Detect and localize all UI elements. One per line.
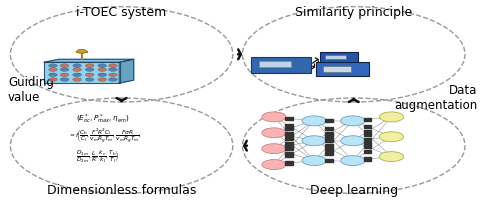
Text: $(E_{oc}^*,P_{max}^*,\eta_{em})$: $(E_{oc}^*,P_{max}^*,\eta_{em})$ — [76, 112, 129, 126]
Circle shape — [85, 68, 94, 71]
Text: Dimensionless formulas: Dimensionless formulas — [47, 184, 196, 197]
Bar — [285, 142, 292, 145]
Bar — [363, 157, 371, 161]
Text: Data
augmentation: Data augmentation — [393, 84, 476, 112]
Circle shape — [378, 132, 403, 142]
Bar — [363, 150, 371, 153]
Bar — [363, 142, 371, 146]
Bar — [324, 144, 332, 147]
Circle shape — [98, 78, 106, 81]
Circle shape — [73, 64, 81, 67]
Bar — [285, 152, 292, 155]
FancyBboxPatch shape — [316, 62, 368, 76]
Text: $\left.\dfrac{D_{1m}}{D_{2m}},\dfrac{L}{R},\dfrac{k_c}{k_l},\dfrac{T_h}{T_l}\!\r: $\left.\dfrac{D_{1m}}{D_{2m}},\dfrac{L}{… — [76, 148, 119, 164]
Circle shape — [261, 160, 286, 170]
Circle shape — [108, 64, 117, 67]
Circle shape — [98, 73, 106, 77]
Bar — [363, 138, 371, 141]
Circle shape — [261, 112, 286, 122]
Circle shape — [302, 156, 326, 166]
Circle shape — [48, 73, 57, 77]
Bar — [285, 144, 292, 147]
Circle shape — [302, 116, 326, 126]
Bar — [324, 139, 332, 142]
Bar — [324, 132, 332, 135]
FancyBboxPatch shape — [251, 57, 311, 73]
Bar — [363, 133, 371, 136]
Bar — [285, 134, 292, 137]
Text: Guiding
value: Guiding value — [8, 76, 54, 104]
Bar — [363, 125, 371, 128]
Bar — [285, 117, 292, 120]
Circle shape — [85, 73, 94, 77]
FancyBboxPatch shape — [319, 52, 357, 63]
Bar — [363, 118, 371, 121]
Circle shape — [261, 128, 286, 138]
Circle shape — [85, 64, 94, 67]
Bar — [324, 119, 332, 122]
Circle shape — [108, 73, 117, 77]
Circle shape — [340, 116, 364, 126]
FancyBboxPatch shape — [258, 61, 291, 67]
Bar — [363, 145, 371, 148]
Bar — [285, 124, 292, 128]
Circle shape — [108, 68, 117, 71]
Bar — [324, 151, 332, 155]
Circle shape — [48, 64, 57, 67]
Polygon shape — [119, 59, 134, 83]
Circle shape — [73, 78, 81, 81]
Circle shape — [261, 144, 286, 154]
Circle shape — [302, 136, 326, 146]
Bar — [363, 130, 371, 133]
Bar — [285, 154, 292, 157]
Bar — [324, 134, 332, 138]
Polygon shape — [44, 59, 134, 62]
Circle shape — [73, 73, 81, 77]
Circle shape — [76, 49, 86, 53]
Text: $=f\!\left(\!\dfrac{C_h}{C_l},\dfrac{F^2\!R^2C_l}{v_m R_g T_m},\dfrac{F\sigma R}: $=f\!\left(\!\dfrac{C_h}{C_l},\dfrac{F^2… — [68, 128, 142, 146]
Circle shape — [85, 78, 94, 81]
Circle shape — [98, 68, 106, 71]
Circle shape — [60, 73, 69, 77]
Circle shape — [48, 68, 57, 71]
Circle shape — [48, 78, 57, 81]
Bar — [324, 159, 332, 162]
Circle shape — [340, 156, 364, 166]
Circle shape — [73, 68, 81, 71]
Bar — [285, 127, 292, 130]
Circle shape — [60, 78, 69, 81]
Bar — [324, 147, 332, 150]
Circle shape — [340, 136, 364, 146]
Bar — [285, 132, 292, 135]
Text: Deep learning: Deep learning — [309, 184, 397, 197]
Circle shape — [98, 64, 106, 67]
Circle shape — [60, 68, 69, 71]
FancyBboxPatch shape — [44, 62, 120, 83]
Bar — [285, 146, 292, 150]
Circle shape — [378, 112, 403, 122]
Circle shape — [60, 64, 69, 67]
Bar — [324, 127, 332, 130]
FancyBboxPatch shape — [323, 66, 350, 72]
Bar — [285, 161, 292, 165]
Circle shape — [108, 78, 117, 81]
FancyBboxPatch shape — [325, 55, 345, 59]
Circle shape — [378, 152, 403, 162]
Bar — [285, 137, 292, 140]
Text: i-TOEC system: i-TOEC system — [76, 6, 166, 19]
Text: Similarity principle: Similarity principle — [294, 6, 411, 19]
